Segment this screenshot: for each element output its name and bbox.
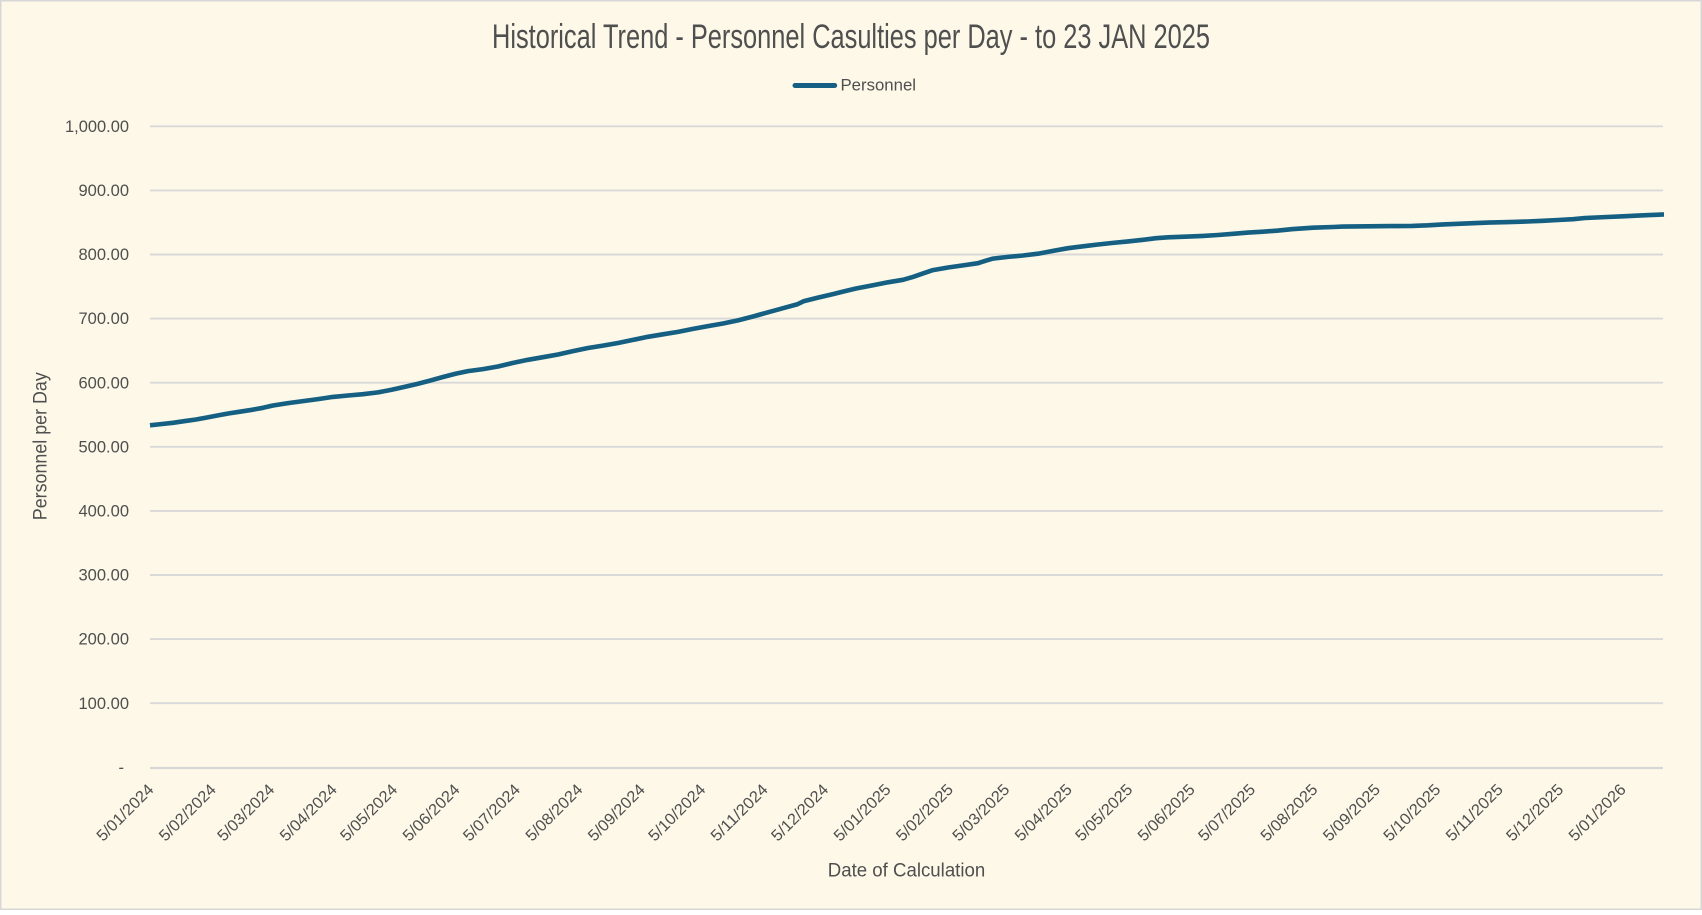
svg-text:200.00: 200.00 [79,631,130,649]
svg-text:Date of Calculation: Date of Calculation [828,861,986,882]
svg-text:900.00: 900.00 [79,182,130,200]
svg-text:700.00: 700.00 [79,310,130,328]
svg-text:400.00: 400.00 [79,503,130,521]
svg-text:Personnel: Personnel [841,76,917,95]
svg-text:800.00: 800.00 [79,246,130,264]
svg-text:Historical Trend - Personnel C: Historical Trend - Personnel Casulties p… [492,18,1210,56]
svg-text:1,000.00: 1,000.00 [65,118,129,136]
svg-text:500.00: 500.00 [79,438,130,456]
svg-text:Personnel per Day: Personnel per Day [31,372,52,520]
svg-text:-: - [119,759,125,777]
svg-text:600.00: 600.00 [79,374,130,392]
svg-text:100.00: 100.00 [79,695,130,713]
svg-text:300.00: 300.00 [79,567,130,585]
